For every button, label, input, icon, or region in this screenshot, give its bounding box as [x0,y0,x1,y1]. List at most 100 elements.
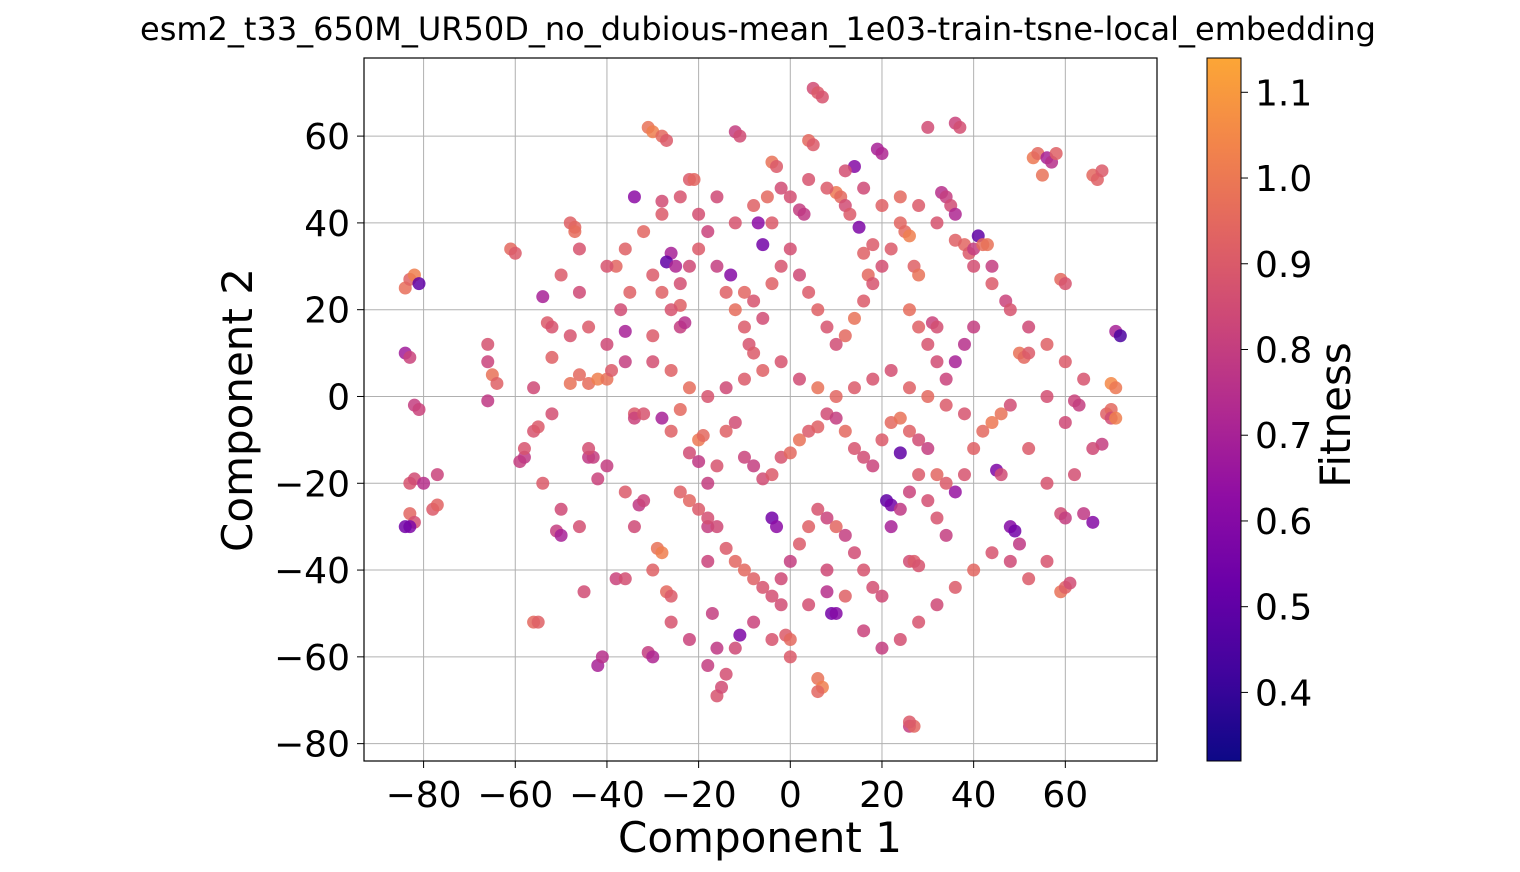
data-point [1040,389,1054,403]
data-point [669,259,683,273]
data-point [655,194,669,208]
data-point [572,368,586,382]
data-point [792,537,806,551]
data-point [829,337,843,351]
data-point [765,216,779,230]
data-point [623,285,637,299]
data-point [774,181,788,195]
data-point [591,472,605,486]
data-point [893,502,907,516]
colorbar-tick-label: 0.6 [1255,502,1312,543]
data-point [719,667,733,681]
data-point [481,394,495,408]
data-point [646,650,660,664]
x-axis-ticks: −80 −60 −40 −20 0 20 40 60 [386,761,1088,816]
data-point [953,120,967,134]
data-point [765,632,779,646]
colorbar-ticks: 0.4 0.5 0.6 0.7 0.8 0.9 1.0 1.1 [1241,73,1312,714]
data-point [811,685,825,699]
data-point [921,389,935,403]
colorbar-label: Fitness [1311,342,1360,487]
y-tick-label: −20 [274,464,350,505]
x-tick-label: 20 [859,775,905,816]
data-point [912,615,926,629]
data-point [664,303,678,317]
data-point [531,420,545,434]
data-point [710,641,724,655]
data-point [1113,329,1127,343]
data-point [921,337,935,351]
colorbar-tick-label: 0.4 [1255,673,1312,714]
x-tick-label: −20 [661,775,737,816]
data-point [719,541,733,555]
data-point [728,554,742,568]
data-point [866,238,880,252]
data-point [967,320,981,334]
plot-frame [363,57,1158,762]
data-point [637,494,651,508]
data-point [875,146,889,160]
data-point [481,355,495,369]
data-point [948,207,962,221]
data-point [719,424,733,438]
data-point [673,485,687,499]
data-point [820,320,834,334]
data-point [403,350,417,364]
data-point [517,442,531,456]
data-point [857,246,871,260]
data-point [554,502,568,516]
data-point [563,376,577,390]
data-point [875,641,889,655]
data-point [980,238,994,252]
data-point [875,199,889,213]
data-point [829,606,843,620]
data-point [701,389,715,403]
y-tick-label: −80 [274,725,350,766]
data-point [692,455,706,469]
data-point [701,476,715,490]
data-point [627,520,641,534]
y-tick-label: 60 [304,117,350,158]
data-point [930,355,944,369]
data-point [829,389,843,403]
grid-lines [364,58,1157,761]
data-point [783,650,797,664]
data-point [701,511,715,525]
data-point [751,216,765,230]
data-point [664,589,678,603]
data-point [792,268,806,282]
data-point [930,320,944,334]
data-point [737,285,751,299]
data-point [618,485,632,499]
y-axis-label: Component 2 [213,268,262,552]
colorbar-tick-label: 0.9 [1255,245,1312,286]
data-point [893,632,907,646]
data-point [930,511,944,525]
data-point [747,294,761,308]
data-point [756,580,770,594]
data-point [692,502,706,516]
data-point [774,572,788,586]
data-point [765,468,779,482]
data-point [692,207,706,221]
colorbar-tick-label: 1.0 [1255,159,1312,200]
data-point [737,320,751,334]
data-point [595,650,609,664]
data-point [572,285,586,299]
data-point [705,606,719,620]
data-point [572,520,586,534]
data-point [783,632,797,646]
data-point [912,199,926,213]
data-point [847,442,861,456]
data-point [490,376,504,390]
data-point [811,502,825,516]
data-point [417,476,431,490]
data-point [655,411,669,425]
data-point [912,268,926,282]
data-point [957,468,971,482]
colorbar-tick-label: 0.5 [1255,588,1312,629]
y-tick-label: −60 [274,638,350,679]
data-point [710,520,724,534]
data-point [430,468,444,482]
